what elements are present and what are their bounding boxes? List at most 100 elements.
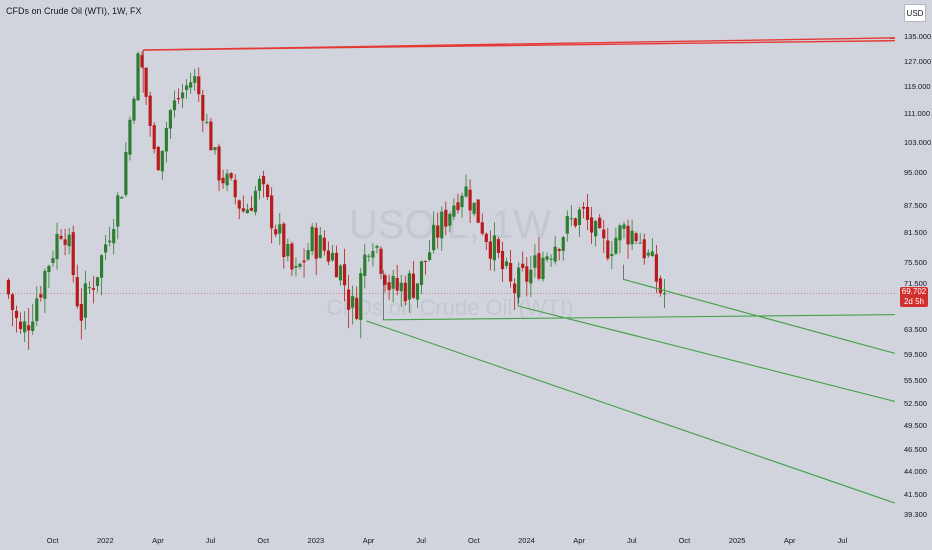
candle-body — [156, 146, 160, 171]
candle-body — [537, 253, 541, 279]
candle-body — [347, 289, 351, 310]
candle-body — [217, 146, 221, 181]
time-tick-label: Apr — [152, 536, 164, 545]
candle-body — [237, 200, 241, 209]
price-tick-label: 41.500 — [904, 490, 927, 499]
price-tick-label: 87.500 — [904, 201, 927, 210]
price-tick-label: 71.500 — [904, 279, 927, 288]
candle-body — [452, 205, 456, 217]
candle-body — [395, 277, 399, 291]
candle-body — [47, 265, 51, 273]
candle-body — [407, 273, 411, 300]
candle-body — [432, 224, 436, 251]
candle-body — [310, 226, 314, 252]
candle-body — [553, 246, 557, 262]
candle-body — [529, 269, 533, 284]
candle-body — [646, 252, 650, 256]
candle-body — [112, 229, 116, 244]
time-tick-label: Apr — [363, 536, 375, 545]
candle-body — [367, 255, 371, 257]
candle-body — [468, 189, 472, 211]
price-tick-label: 63.500 — [904, 325, 927, 334]
candle-body — [415, 283, 420, 300]
bar-countdown: 2d 5h — [903, 297, 925, 306]
candle-body — [359, 273, 363, 321]
price-tick-label: 49.500 — [904, 421, 927, 430]
candle-body — [423, 260, 428, 262]
candle-body — [160, 150, 164, 172]
candle-body — [79, 303, 83, 321]
time-tick-label: Jul — [627, 536, 637, 545]
candle-body — [496, 239, 501, 253]
time-tick-label: Oct — [257, 536, 270, 545]
candle-body — [610, 253, 614, 256]
candle-body — [67, 234, 71, 247]
candle-body — [108, 240, 112, 243]
candle-body — [460, 195, 464, 208]
candle-body — [10, 294, 15, 311]
trendline-green — [623, 278, 896, 354]
candle-body — [197, 76, 201, 95]
candle-body — [253, 190, 258, 213]
candle-body — [205, 121, 209, 123]
candle-body — [557, 249, 561, 251]
candles-layer — [0, 51, 895, 350]
price-tick-label: 46.500 — [904, 445, 927, 454]
candle-body — [541, 257, 545, 280]
trendline-green — [366, 320, 896, 504]
candle-body — [55, 233, 59, 259]
trendline-green — [383, 314, 896, 321]
candle-body — [342, 264, 347, 286]
candle-body — [266, 184, 270, 197]
time-tick-label: Jul — [416, 536, 426, 545]
candle-body — [294, 265, 298, 268]
candle-body — [517, 267, 521, 298]
candle-body — [513, 283, 517, 294]
candle-body — [120, 197, 124, 199]
candle-body — [172, 100, 177, 111]
time-tick-label: 2025 — [729, 536, 746, 545]
candle-body — [363, 254, 367, 276]
candle-body — [614, 237, 618, 254]
candle-body — [419, 261, 424, 285]
time-tick-label: Oct — [468, 536, 481, 545]
candle-body — [306, 250, 310, 260]
candle-body — [387, 282, 391, 291]
candle-body — [27, 325, 31, 331]
candle-body — [144, 67, 148, 97]
candle-body — [180, 92, 185, 99]
price-tick-label: 52.500 — [904, 399, 927, 408]
candle-body — [626, 225, 630, 245]
candle-body — [6, 279, 11, 295]
candle-body — [606, 240, 610, 259]
candle-body — [221, 177, 225, 184]
candle-body — [598, 217, 602, 229]
candle-body — [585, 206, 590, 220]
candle-body — [521, 263, 525, 268]
currency-button[interactable]: USD — [904, 4, 926, 22]
candle-body — [634, 233, 638, 242]
candle-body — [290, 243, 294, 270]
candle-body — [270, 195, 274, 229]
candle-body — [314, 227, 318, 259]
candle-body — [189, 82, 193, 88]
candle-body — [286, 244, 290, 257]
candle-body — [525, 266, 529, 282]
candle-body — [383, 275, 387, 285]
candle-body — [282, 223, 286, 257]
price-axis[interactable]: 135.000 127.000 119.000 111.000 103.000 95.00… — [904, 32, 931, 519]
candle-body — [456, 202, 460, 211]
candle-body — [448, 213, 452, 226]
candle-body — [399, 282, 403, 292]
candle-body — [209, 121, 213, 151]
time-axis[interactable]: Oct 2022 Apr Jul Oct 2023 Apr Jul Oct 2024 Apr Jul O… — [47, 536, 848, 545]
price-tick-label: 135.000 — [904, 32, 931, 41]
candle-body — [229, 173, 233, 179]
candle-body — [140, 55, 144, 68]
candle-body — [43, 270, 47, 299]
last-price-value: 69.702 — [901, 287, 927, 296]
watermark-name: CFDs on Crude Oil (WTI) — [327, 295, 574, 320]
candle-body — [14, 310, 19, 318]
price-tick-label: 111.000 — [904, 109, 930, 118]
